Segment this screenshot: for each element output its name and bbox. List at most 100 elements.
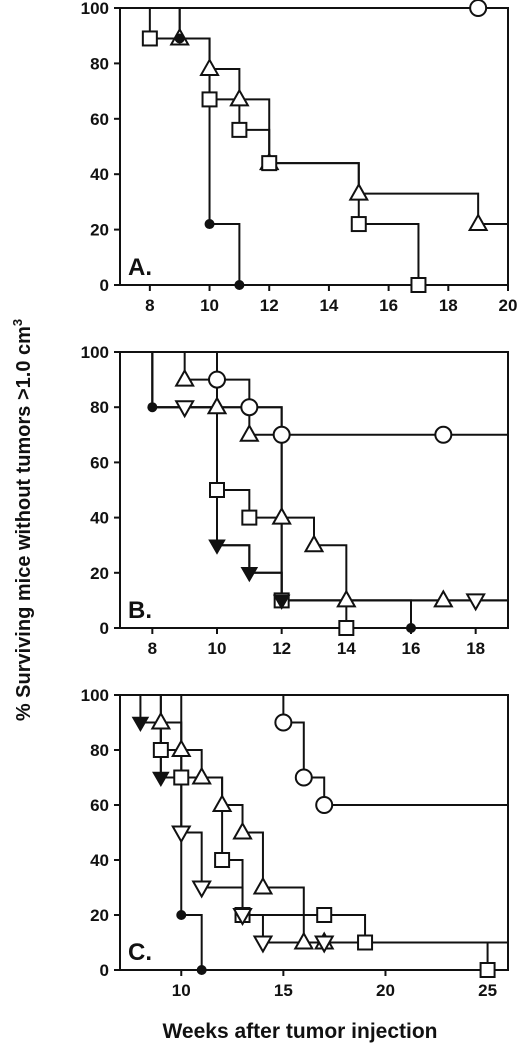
y-tick-label: 60 — [90, 453, 109, 472]
y-tick-label: 40 — [90, 851, 109, 870]
series-line-circle-filled — [120, 352, 412, 628]
y-tick-label: 80 — [90, 398, 109, 417]
x-axis-label: Weeks after tumor injection — [162, 1020, 437, 1043]
marker-triangle-down-filled — [240, 567, 259, 583]
marker-square-open — [261, 155, 278, 172]
y-tick-label: 20 — [90, 564, 109, 583]
marker-circle-open — [208, 370, 226, 389]
marker-circle-filled — [406, 623, 416, 633]
marker-triangle-down-open — [313, 935, 335, 954]
marker-circle-filled — [176, 910, 187, 920]
panel-label: B. — [128, 597, 152, 624]
series-line-circle-filled — [120, 8, 241, 285]
marker-triangle-down-open — [191, 880, 212, 899]
series-line-triangle-up-open — [120, 352, 508, 602]
marker-triangle-up-open — [232, 821, 253, 840]
x-tick-label: 14 — [337, 639, 356, 658]
marker-triangle-up-open — [303, 534, 325, 553]
series-line-square-open — [120, 8, 420, 285]
y-tick-label: 100 — [81, 0, 109, 18]
x-tick-label: 10 — [172, 981, 191, 1000]
marker-square-open — [231, 121, 248, 138]
marker-circle-filled — [196, 965, 207, 975]
y-tick-label: 100 — [81, 343, 109, 362]
marker-square-open — [338, 620, 355, 636]
plot-frame — [119, 7, 509, 286]
y-tick-label: 60 — [90, 110, 109, 129]
marker-circle-open — [469, 0, 488, 17]
marker-circle-filled — [174, 33, 185, 44]
x-tick-label: 16 — [379, 296, 398, 315]
series-line-triangle-down-open — [120, 352, 508, 602]
x-tick-label: 8 — [148, 639, 157, 658]
marker-square-open — [152, 742, 169, 758]
marker-square-open — [209, 482, 225, 498]
marker-circle-open — [274, 713, 293, 732]
y-tick-label: 20 — [90, 906, 109, 925]
marker-square-open — [141, 30, 158, 47]
series-line-circle-open — [120, 352, 508, 436]
marker-triangle-down-open — [252, 935, 274, 954]
marker-triangle-down-filled — [131, 716, 150, 733]
x-tick-label: 25 — [478, 981, 497, 1000]
marker-square-open — [214, 852, 231, 868]
plot-frame — [119, 351, 509, 629]
marker-triangle-up-open — [211, 793, 233, 812]
x-tick-label: 8 — [145, 296, 154, 315]
marker-triangle-up-open — [252, 876, 274, 895]
marker-circle-filled — [234, 280, 245, 290]
marker-circle-open — [315, 796, 334, 814]
marker-triangle-up-open — [191, 766, 212, 785]
x-tick-label: 18 — [466, 639, 485, 658]
marker-square-open — [357, 934, 374, 951]
marker-triangle-up-open — [206, 396, 228, 415]
plot-area — [120, 8, 508, 285]
marker-square-open — [316, 907, 333, 923]
marker-triangle-down-filled — [152, 771, 170, 788]
marker-triangle-down-open — [171, 825, 192, 844]
plot-area — [120, 352, 508, 628]
y-tick-label: 40 — [90, 509, 109, 528]
marker-triangle-up-open — [467, 213, 489, 232]
x-tick-label: 18 — [439, 296, 458, 315]
marker-triangle-down-filled — [272, 594, 291, 610]
panel-2: 0 20 40 60 80 100 8 10 12 14 16 18 B. — [81, 343, 509, 658]
y-tick-label: 40 — [90, 165, 109, 184]
panel-3: 0 20 40 60 80 100 10 15 20 25 C. — [81, 686, 509, 1000]
marker-square-open — [350, 216, 367, 233]
marker-triangle-down-filled — [208, 539, 226, 555]
y-tick-label: 0 — [100, 961, 109, 980]
series-line-triangle-up-open — [120, 695, 508, 944]
x-tick-label: 16 — [402, 639, 421, 658]
marker-triangle-up-open — [150, 711, 172, 730]
marker-circle-filled — [147, 402, 158, 413]
y-tick-label: 0 — [100, 276, 109, 295]
marker-square-open — [410, 277, 427, 293]
x-tick-label: 20 — [499, 296, 518, 315]
marker-circle-open — [240, 398, 259, 417]
marker-triangle-up-open — [293, 931, 315, 950]
marker-triangle-up-open — [433, 589, 454, 608]
marker-square-open — [479, 962, 496, 978]
marker-triangle-down-open — [232, 908, 253, 927]
y-tick-label: 100 — [81, 686, 109, 705]
x-tick-label: 20 — [376, 981, 395, 1000]
y-tick-label: 80 — [90, 54, 109, 73]
marker-triangle-up-open — [229, 88, 250, 107]
marker-triangle-up-open — [174, 368, 195, 387]
x-tick-label: 15 — [274, 981, 293, 1000]
marker-triangle-up-open — [239, 423, 260, 442]
x-tick-label: 12 — [260, 296, 279, 315]
marker-circle-filled — [204, 219, 215, 230]
marker-circle-open — [294, 768, 313, 787]
marker-square-open — [241, 509, 258, 526]
marker-square-open — [201, 91, 218, 108]
marker-square-open — [173, 769, 190, 786]
x-tick-label: 10 — [208, 639, 227, 658]
series-line-square-open — [120, 352, 348, 628]
marker-triangle-up-open — [271, 506, 292, 525]
marker-circle-open — [272, 425, 291, 444]
marker-triangle-up-open — [348, 182, 369, 201]
